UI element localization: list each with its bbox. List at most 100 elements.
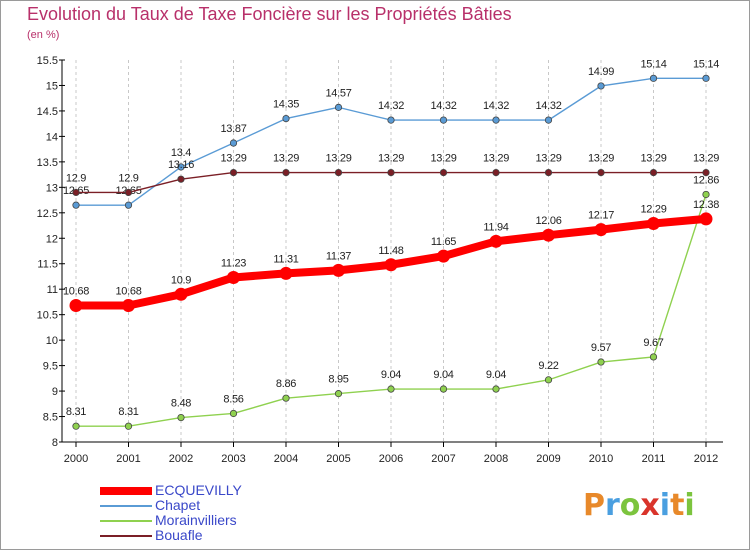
data-point-morainvilliers	[702, 190, 710, 199]
data-label-chapet: 13.87	[220, 123, 246, 135]
x-tick-label: 2012	[694, 453, 718, 465]
data-point-chapet	[124, 201, 133, 209]
logo-letter: i	[659, 488, 671, 523]
data-label-ecquevilly: 12.17	[588, 210, 614, 222]
data-label-ecquevilly: 11.48	[378, 245, 403, 257]
y-tick-label: 14	[46, 131, 58, 143]
data-label-chapet: 14.32	[378, 100, 404, 112]
data-label-morainvilliers: 9.04	[381, 369, 401, 381]
data-point-bouafle	[597, 168, 605, 177]
x-tick-label: 2000	[64, 453, 88, 465]
y-tick-label: 11.5	[37, 259, 58, 271]
data-point-chapet	[702, 74, 710, 82]
data-label-bouafle: 12.9	[66, 172, 86, 184]
data-point-ecquevilly	[437, 249, 450, 263]
proxiti-logo: Proxiti	[583, 488, 695, 523]
data-point-chapet	[282, 114, 290, 123]
y-tick-label: 9	[52, 386, 58, 398]
y-tick-label: 15.5	[37, 55, 58, 67]
y-tick-label: 10	[46, 335, 58, 347]
data-label-ecquevilly: 12.38	[693, 199, 719, 211]
data-point-bouafle	[282, 168, 290, 177]
legend-label: Bouafle	[155, 527, 203, 543]
data-label-ecquevilly: 11.37	[326, 250, 351, 262]
y-tick-label: 13	[46, 182, 58, 194]
logo-letter: o	[619, 488, 641, 523]
data-point-morainvilliers	[649, 353, 658, 361]
data-point-bouafle	[229, 168, 238, 177]
data-point-ecquevilly	[489, 234, 503, 248]
data-point-chapet	[72, 201, 80, 209]
y-tick-label: 12.5	[37, 208, 58, 220]
legend-swatch	[100, 487, 152, 495]
legend-swatch	[100, 535, 152, 537]
logo-letter: i	[684, 488, 695, 523]
x-tick-label: 2007	[431, 453, 455, 465]
y-tick-label: 12	[46, 233, 58, 245]
y-tick-label: 13.5	[37, 157, 58, 169]
data-label-bouafle: 13.29	[535, 153, 561, 165]
data-point-ecquevilly	[174, 287, 188, 301]
data-point-morainvilliers	[492, 385, 500, 393]
y-tick-label: 11	[47, 284, 58, 296]
x-tick-label: 2010	[589, 453, 613, 465]
data-label-bouafle: 13.29	[430, 153, 456, 165]
legend-label: Chapet	[155, 497, 201, 513]
logo-letter: P	[583, 488, 605, 523]
data-label-bouafle: 13.29	[588, 153, 614, 165]
data-point-ecquevilly	[647, 216, 660, 230]
data-point-bouafle	[492, 168, 500, 177]
data-point-chapet	[597, 82, 605, 90]
data-point-bouafle	[544, 168, 553, 177]
legend-swatch	[100, 505, 152, 507]
data-label-morainvilliers: 9.67	[643, 337, 663, 349]
data-label-morainvilliers: 8.95	[328, 374, 348, 386]
logo-letter: r	[605, 488, 620, 523]
data-point-morainvilliers	[387, 385, 395, 393]
data-point-ecquevilly	[122, 298, 135, 312]
data-label-chapet: 14.32	[483, 100, 509, 112]
data-point-bouafle	[124, 188, 133, 197]
unit-label: (en %)	[27, 29, 60, 41]
data-point-morainvilliers	[282, 394, 290, 402]
y-tick-label: 8.5	[43, 412, 58, 424]
data-label-bouafle: 13.29	[325, 153, 351, 165]
data-point-chapet	[229, 139, 238, 147]
data-label-morainvilliers: 8.31	[118, 406, 138, 418]
data-label-ecquevilly: 11.23	[221, 257, 246, 269]
data-point-ecquevilly	[699, 212, 713, 226]
data-point-chapet	[177, 163, 185, 171]
x-tick-label: 2004	[274, 453, 298, 465]
data-point-ecquevilly	[227, 270, 240, 284]
data-point-ecquevilly	[542, 228, 555, 242]
x-tick-label: 2005	[326, 453, 350, 465]
data-point-bouafle	[702, 168, 710, 177]
data-point-chapet	[439, 116, 448, 124]
data-point-morainvilliers	[72, 422, 80, 430]
x-tick-label: 2002	[169, 453, 193, 465]
data-label-chapet: 14.32	[430, 100, 456, 112]
y-tick-label: 10.5	[37, 310, 58, 322]
data-label-bouafle: 13.29	[693, 153, 719, 165]
legend-swatch	[100, 520, 152, 522]
data-label-bouafle: 13.29	[378, 153, 404, 165]
y-tick-label: 15	[46, 80, 58, 92]
data-label-chapet: 14.32	[535, 100, 561, 112]
data-point-bouafle	[439, 168, 448, 177]
data-label-chapet: 15.14	[693, 58, 719, 70]
data-point-bouafle	[334, 168, 343, 177]
data-point-ecquevilly	[594, 223, 608, 237]
data-label-morainvilliers: 8.86	[276, 378, 296, 390]
legend-label: Morainvilliers	[155, 512, 237, 528]
data-point-bouafle	[72, 188, 80, 197]
data-label-ecquevilly: 11.94	[483, 221, 508, 233]
data-label-morainvilliers: 9.22	[538, 360, 558, 372]
data-label-ecquevilly: 12.06	[535, 215, 561, 227]
x-tick-label: 2008	[484, 453, 508, 465]
legend-label: ECQUEVILLY	[155, 482, 242, 498]
y-tick-label: 9.5	[43, 361, 58, 373]
data-label-bouafle: 12.9	[118, 172, 138, 184]
data-label-ecquevilly: 11.31	[273, 253, 298, 265]
data-label-morainvilliers: 8.48	[171, 398, 191, 410]
data-point-ecquevilly	[384, 258, 398, 272]
